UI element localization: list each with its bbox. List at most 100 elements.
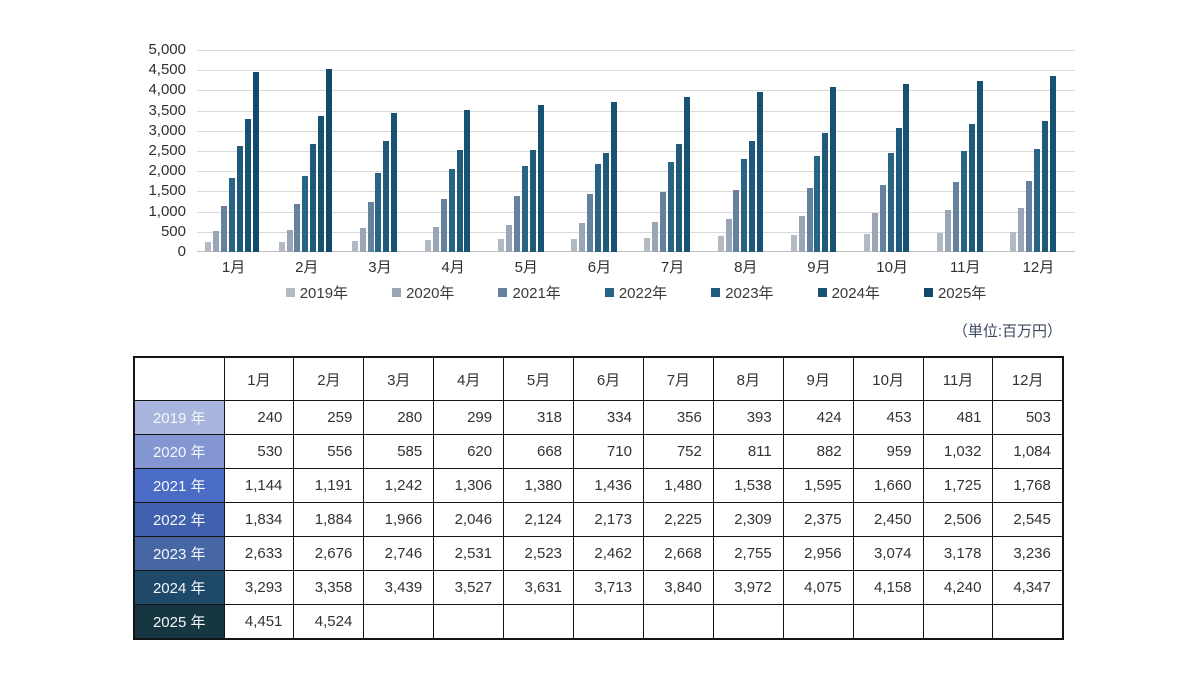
table-value-cell: 530 bbox=[223, 434, 295, 469]
bar-2023年-10月 bbox=[895, 127, 902, 252]
table-value-cell: 1,380 bbox=[503, 468, 575, 503]
legend-label: 2023年 bbox=[725, 285, 774, 302]
table-value-cell: 3,236 bbox=[992, 536, 1064, 571]
bar-2020年-3月 bbox=[359, 228, 366, 252]
y-axis-tick-label: 1,000 bbox=[148, 202, 186, 220]
bar-2023年-6月 bbox=[602, 152, 609, 252]
table-value-cell: 356 bbox=[642, 400, 714, 435]
bar-2022年-4月 bbox=[448, 169, 455, 252]
bar-2020年-4月 bbox=[432, 227, 439, 252]
legend-item: 2019年 bbox=[285, 282, 349, 303]
x-axis-line bbox=[197, 251, 1075, 252]
legend-label: 2019年 bbox=[299, 285, 349, 302]
plot-area bbox=[197, 50, 1075, 252]
table-value-cell: 620 bbox=[433, 434, 505, 469]
table-value-cell: 2,956 bbox=[782, 536, 854, 571]
bar-2024年-8月 bbox=[757, 91, 764, 252]
bar-2023年-9月 bbox=[822, 132, 829, 252]
table-value-cell: 2,046 bbox=[433, 502, 505, 537]
table-value-cell: 2,668 bbox=[642, 536, 714, 571]
table-value-cell bbox=[852, 604, 924, 640]
legend-item: 2022年 bbox=[604, 282, 667, 303]
y-axis-tick-label: 4,000 bbox=[148, 81, 186, 99]
bar-2024年-4月 bbox=[464, 109, 471, 252]
legend-label: 2025年 bbox=[937, 285, 987, 302]
legend-label: 2024年 bbox=[831, 285, 880, 302]
bar-2020年-9月 bbox=[798, 216, 805, 252]
table-value-cell: 318 bbox=[503, 400, 575, 435]
table-value-cell bbox=[573, 604, 644, 640]
bar-2023年-8月 bbox=[749, 140, 756, 252]
table-value-cell: 334 bbox=[573, 400, 644, 435]
bar-2022年-10月 bbox=[887, 153, 894, 252]
table-value-cell: 240 bbox=[223, 400, 295, 435]
table-value-cell: 3,527 bbox=[433, 570, 505, 605]
table-value-cell: 2,225 bbox=[642, 502, 714, 537]
units-label: （単位:百万円） bbox=[952, 323, 1062, 340]
bar-2019年-11月 bbox=[937, 232, 944, 252]
x-axis-tick-label: 11月 bbox=[949, 259, 981, 276]
table-value-cell bbox=[782, 604, 854, 640]
bar-2019年-3月 bbox=[351, 240, 358, 252]
table-row-label: 2022 年 bbox=[133, 502, 225, 537]
bar-2020年-1月 bbox=[213, 230, 220, 252]
legend-swatch-icon bbox=[285, 288, 295, 297]
y-axis-tick-label: 4,500 bbox=[148, 61, 186, 79]
table-value-cell: 2,523 bbox=[503, 536, 575, 571]
bar-2019年-7月 bbox=[644, 237, 651, 252]
table-month-header: 11月 bbox=[922, 356, 994, 401]
bar-2019年-12月 bbox=[1010, 231, 1017, 252]
x-axis-tick-label: 1月 bbox=[221, 259, 246, 276]
legend-swatch-icon bbox=[711, 288, 721, 297]
table-row-label: 2025 年 bbox=[133, 604, 225, 640]
table-value-cell: 3,293 bbox=[223, 570, 295, 605]
table-value-cell: 3,178 bbox=[922, 536, 994, 571]
table-value-cell: 3,074 bbox=[852, 536, 924, 571]
table-value-cell: 481 bbox=[922, 400, 994, 435]
bar-2019年-4月 bbox=[424, 239, 431, 252]
bar-2023年-5月 bbox=[529, 150, 536, 252]
table-month-header: 9月 bbox=[782, 356, 854, 401]
bar-2024年-11月 bbox=[976, 80, 983, 252]
table-row: 2025 年 4,451 4,524 bbox=[133, 604, 1064, 640]
bar-2019年-6月 bbox=[571, 238, 578, 252]
monthly-sales-table: 1月 2月 3月 4月 5月 6月 7月 8月 9月 10月 11月 12月 2019 年 240 259… bbox=[133, 356, 1064, 640]
table-value-cell: 3,631 bbox=[503, 570, 575, 605]
table-value-cell: 1,834 bbox=[223, 502, 295, 537]
bar-2022年-7月 bbox=[668, 162, 675, 252]
table-value-cell: 1,595 bbox=[782, 468, 854, 503]
table-value-cell: 1,538 bbox=[712, 468, 784, 503]
table-value-cell: 882 bbox=[782, 434, 854, 469]
x-axis-tick-label: 10月 bbox=[876, 259, 908, 276]
bar-2022年-6月 bbox=[594, 164, 601, 252]
table-row-label: 2020 年 bbox=[133, 434, 225, 469]
y-axis-tick-label: 1,500 bbox=[148, 182, 186, 200]
bar-2024年-7月 bbox=[683, 96, 690, 252]
x-axis-tick-label: 3月 bbox=[368, 259, 392, 276]
x-axis-tick-label: 6月 bbox=[587, 259, 612, 276]
y-axis-tick-label: 3,000 bbox=[148, 121, 186, 139]
bar-2024年-5月 bbox=[537, 105, 544, 252]
bar-2024年-3月 bbox=[391, 113, 398, 252]
table-row: 2022 年 1,834 1,884 1,966 2,046 2,124 2,173 2,22… bbox=[133, 502, 1064, 537]
x-axis-tick-label: 9月 bbox=[807, 259, 831, 276]
table-value-cell: 3,840 bbox=[642, 570, 714, 605]
legend-item: 2023年 bbox=[711, 282, 774, 303]
legend-swatch-icon bbox=[923, 288, 933, 297]
gridline bbox=[197, 171, 1075, 173]
table-value-cell: 1,084 bbox=[992, 434, 1064, 469]
table-corner-cell bbox=[133, 356, 225, 401]
bar-2020年-6月 bbox=[579, 223, 586, 252]
y-axis-tick-label: 2,500 bbox=[148, 142, 186, 159]
table-value-cell: 4,347 bbox=[992, 570, 1064, 605]
bar-2022年-5月 bbox=[521, 166, 528, 252]
table-value-cell: 4,240 bbox=[922, 570, 994, 605]
bar-2019年-9月 bbox=[790, 234, 797, 252]
table-row-label: 2021 年 bbox=[133, 468, 225, 503]
gridline bbox=[197, 151, 1075, 152]
table-header-row: 1月 2月 3月 4月 5月 6月 7月 8月 9月 10月 11月 12月 bbox=[133, 356, 1064, 401]
bar-2021年-12月 bbox=[1026, 180, 1032, 252]
table-value-cell: 3,358 bbox=[293, 570, 365, 605]
bar-2021年-6月 bbox=[587, 194, 593, 252]
